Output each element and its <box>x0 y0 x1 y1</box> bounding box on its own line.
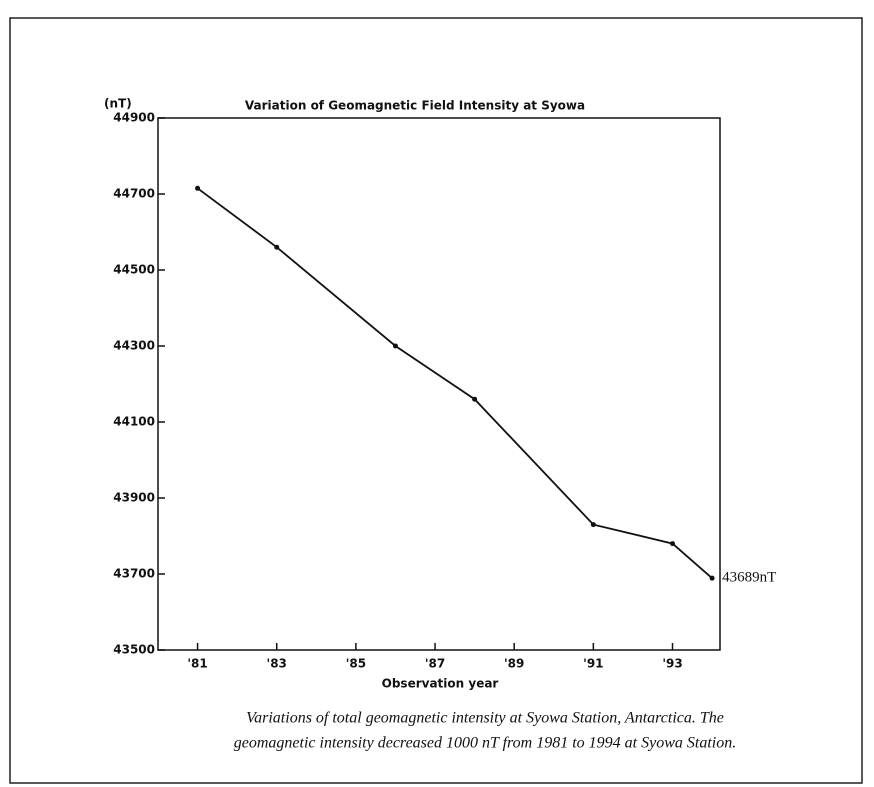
x-tick-label: '89 <box>504 657 524 671</box>
caption-line: geomagnetic intensity decreased 1000 nT … <box>234 735 736 752</box>
plot-area <box>157 117 721 651</box>
y-tick-label: 44900 <box>113 111 155 125</box>
x-tick-label: '85 <box>346 657 366 671</box>
data-point <box>709 575 715 581</box>
caption-line: Variations of total geomagnetic intensit… <box>246 710 724 727</box>
y-tick-label: 44300 <box>113 339 155 353</box>
x-tick-label: '93 <box>662 657 682 671</box>
frame <box>9 17 863 784</box>
y-tick-label: 44500 <box>113 263 155 277</box>
y-tick-label: 43700 <box>113 567 155 581</box>
x-tick-label: '87 <box>425 657 445 671</box>
x-tick-label: '81 <box>187 657 207 671</box>
y-tick-label: 43900 <box>113 491 155 505</box>
data-point <box>670 541 676 547</box>
y-unit: (nT) <box>104 97 132 111</box>
data-point <box>590 522 596 528</box>
data-point <box>274 244 280 250</box>
y-tick-label: 43500 <box>113 643 155 657</box>
data-point <box>392 343 398 349</box>
chart-title: Variation of Geomagnetic Field Intensity… <box>245 99 585 113</box>
y-tick-label: 44100 <box>113 415 155 429</box>
x-tick-label: '83 <box>267 657 287 671</box>
x-axis-label: Observation year <box>382 677 499 691</box>
y-tick-label: 44700 <box>113 187 155 201</box>
x-tick-label: '91 <box>583 657 603 671</box>
data-point <box>195 185 201 191</box>
data-point <box>472 396 478 402</box>
annotation: 43689nT <box>722 570 776 586</box>
